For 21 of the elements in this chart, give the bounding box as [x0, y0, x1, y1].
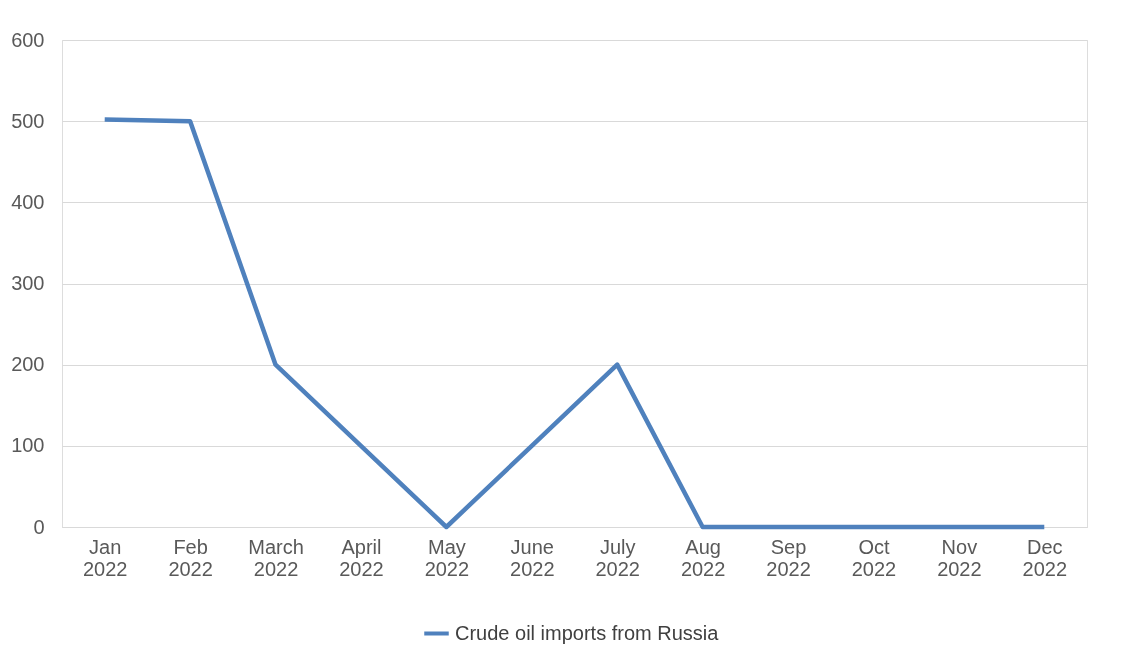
y-tick-label: 600: [11, 28, 45, 51]
line-series: [102, 117, 1047, 530]
x-tick-label: May 2022: [424, 535, 470, 580]
x-tick-label: April 2022: [339, 535, 384, 580]
y-tick-label: 100: [11, 434, 45, 457]
x-tick-label: June 2022: [510, 535, 555, 580]
y-tick-label: 400: [11, 190, 45, 213]
x-tick-label: Jan 2022: [82, 535, 128, 580]
y-tick-label: 0: [33, 515, 45, 538]
x-tick-label: Feb 2022: [168, 535, 213, 580]
x-tick-label: Dec 2022: [1022, 535, 1068, 580]
legend-label: Crude oil imports from Russia: [455, 621, 720, 644]
x-tick-label: Sep 2022: [766, 535, 811, 580]
x-tick-label: Nov 2022: [937, 535, 982, 580]
y-tick-label: 200: [11, 353, 45, 376]
x-tick-label: July 2022: [595, 535, 640, 580]
y-tick-label: 500: [11, 109, 45, 132]
x-tick-label: Oct 2022: [851, 535, 897, 580]
x-tick-label: March 2022: [248, 535, 304, 580]
x-tick-label: Aug 2022: [680, 535, 726, 580]
y-tick-label: 300: [11, 272, 45, 294]
